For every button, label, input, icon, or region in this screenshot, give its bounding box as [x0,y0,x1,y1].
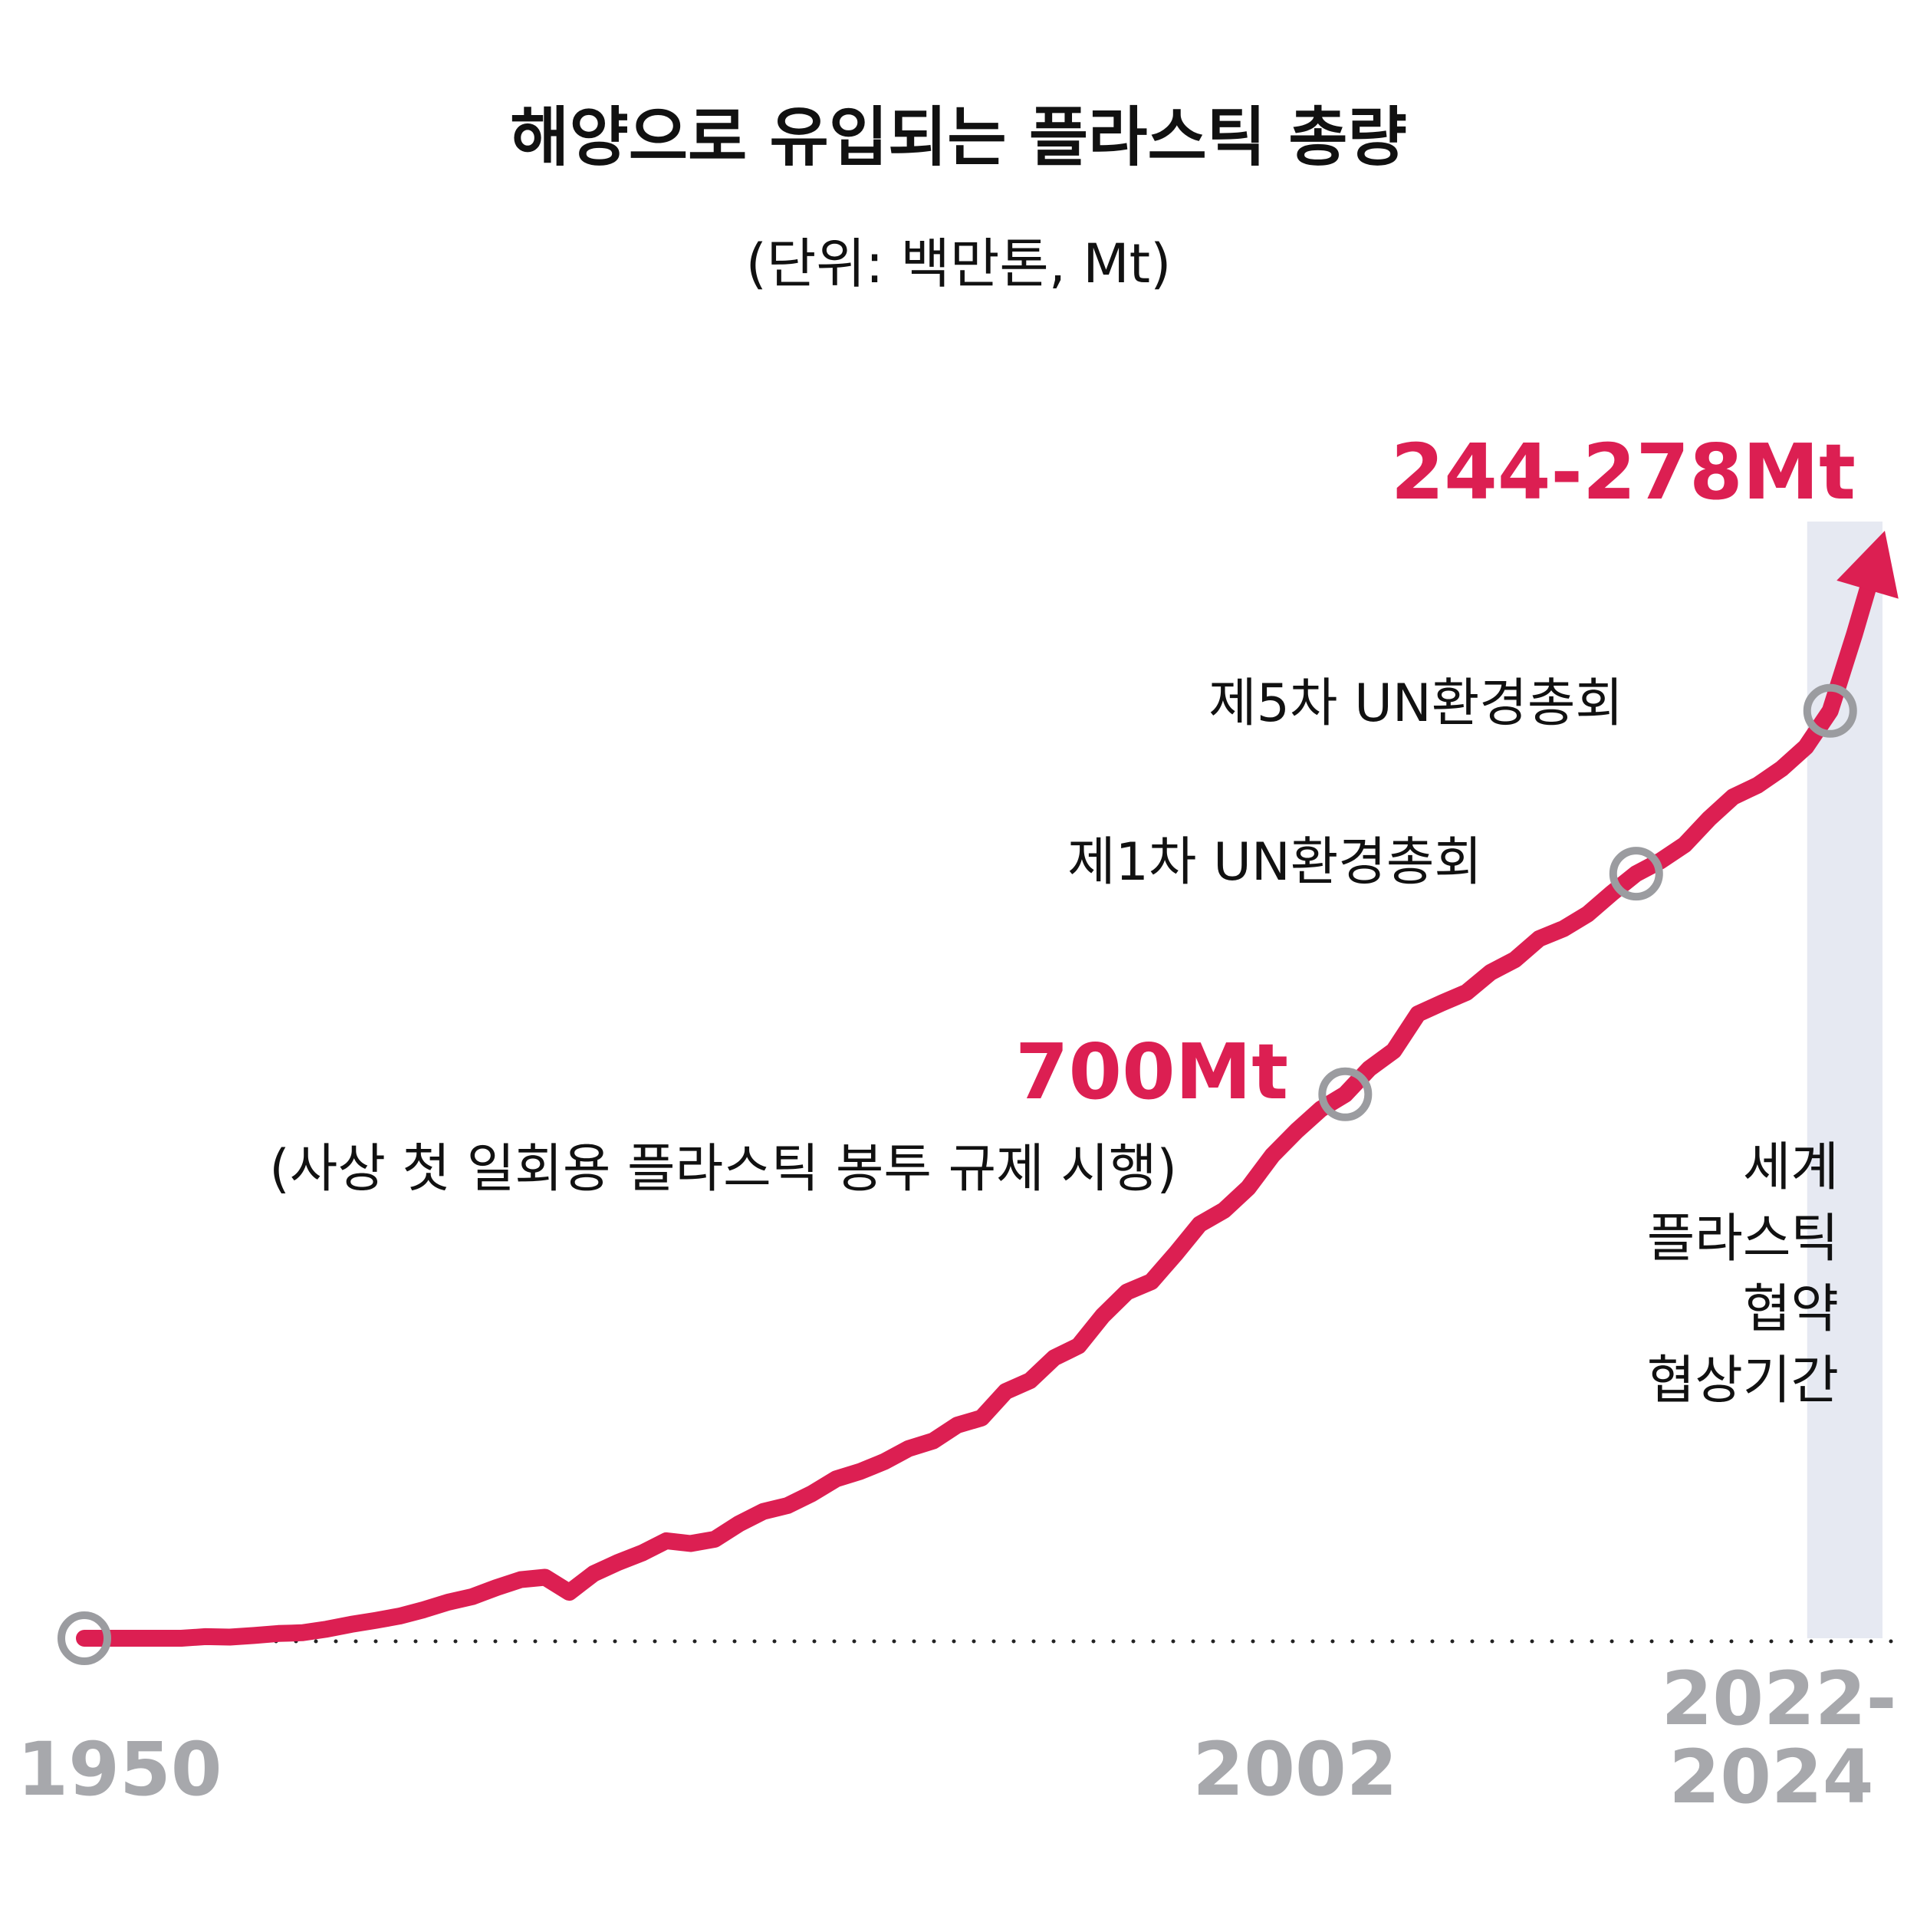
arrow-head [1836,531,1899,599]
marker-2022 [1803,683,1857,738]
x-tick-2022-2024-line1: 2022- [1661,1656,1896,1742]
negotiation-period-band [1807,522,1882,1638]
chart-subtitle: (단위: 백만톤, Mt) [746,232,1172,295]
series-line [76,562,1882,1647]
marker-2002 [1318,1067,1373,1121]
marker-2014 [1609,847,1663,901]
chart-title: 해양으로 유입되는 플라스틱 총량 [510,100,1407,175]
event-markers [58,683,1857,1665]
annotation-2014: 제1차 UN환경총회 [1067,832,1482,893]
x-tick-1950: 1950 [17,1726,222,1812]
band-label-line: 협상기간 [1647,1351,1839,1411]
annotation-2002: (사상 첫 일회용 플라스틱 봉투 규제 시행) [269,1139,1177,1200]
series-line-group [76,531,1899,1647]
annotation-2022: 제5차 UN환경총회 [1208,673,1623,734]
band-label-line: 세계 [1743,1137,1839,1198]
band-label: 세계 플라스틱 협약 협상기간 [1647,1137,1839,1411]
band-label-line: 협약 [1743,1279,1839,1340]
x-tick-2002: 2002 [1192,1726,1397,1812]
marker-1950 [58,1611,111,1665]
band-label-line: 플라스틱 [1647,1209,1839,1269]
end-value-label: 244-278Mt [1391,427,1856,517]
mid-value-label: 700Mt [1015,1027,1288,1117]
x-tick-2022-2024-line2: 2024 [1669,1734,1873,1820]
